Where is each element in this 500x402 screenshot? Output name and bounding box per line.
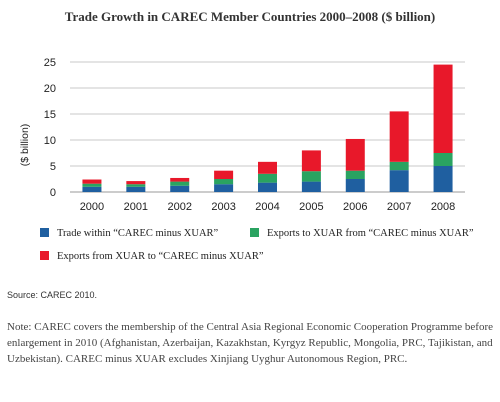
bar-segment xyxy=(389,170,409,192)
bar-segment xyxy=(345,179,365,192)
bar-segment xyxy=(301,150,321,172)
x-tick-label: 2006 xyxy=(343,201,367,213)
x-tick-label: 2002 xyxy=(167,201,191,213)
bar-segment xyxy=(345,138,365,171)
bar-segment xyxy=(170,185,190,192)
legend-item-exports-from-xuar: Exports from XUAR to “CAREC minus XUAR” xyxy=(40,251,264,262)
legend-item-exports-to-xuar: Exports to XUAR from “CAREC minus XUAR” xyxy=(250,228,474,239)
bar-segment xyxy=(433,153,453,166)
x-tick-label: 2000 xyxy=(80,201,104,213)
legend-label: Exports to XUAR from “CAREC minus XUAR” xyxy=(267,228,474,239)
bar-segment xyxy=(301,171,321,182)
y-tick-label: 15 xyxy=(44,109,56,121)
bar-segment xyxy=(433,166,453,192)
x-tick-label: 2003 xyxy=(211,201,235,213)
bar-segment xyxy=(389,111,409,162)
bar-segment xyxy=(126,184,146,187)
bar-segment xyxy=(258,182,277,192)
bar-segment xyxy=(389,161,409,171)
legend-swatch-green xyxy=(250,228,259,237)
chart-title: Trade Growth in CAREC Member Countries 2… xyxy=(64,9,436,24)
y-tick-label: 5 xyxy=(50,161,56,173)
x-tick-label: 2005 xyxy=(299,201,323,213)
legend: Trade within “CAREC minus XUAR” Exports … xyxy=(40,228,500,272)
bar-segment xyxy=(170,177,190,182)
y-tick-label: 10 xyxy=(44,135,56,147)
bar-segment xyxy=(345,170,365,179)
bar-segment xyxy=(82,183,102,187)
legend-item-trade-within: Trade within “CAREC minus XUAR” xyxy=(40,228,218,239)
bar-segment xyxy=(433,64,453,153)
bar-segment xyxy=(126,186,146,192)
y-tick-label: 25 xyxy=(44,57,56,69)
y-axis-label: ($ billion) xyxy=(19,124,31,167)
bar-segment xyxy=(214,170,234,179)
y-tick-label: 20 xyxy=(44,83,56,95)
bar-segment xyxy=(258,173,277,183)
legend-label: Exports from XUAR to “CAREC minus XUAR” xyxy=(57,251,264,262)
legend-swatch-red xyxy=(40,251,49,260)
bar-segment xyxy=(214,179,234,185)
x-tick-label: 2007 xyxy=(387,201,411,213)
bar-segment xyxy=(214,184,234,192)
bar-segment xyxy=(301,181,321,192)
bar-segment xyxy=(126,181,146,185)
y-tick-label: 0 xyxy=(50,187,56,199)
note-text: Note: CAREC covers the membership of the… xyxy=(7,321,494,365)
bar-segment xyxy=(82,186,102,192)
x-tick-label: 2008 xyxy=(431,201,455,213)
legend-label: Trade within “CAREC minus XUAR” xyxy=(57,228,219,239)
x-tick-label: 2004 xyxy=(255,201,279,213)
source-text: Source: CAREC 2010. xyxy=(7,290,98,300)
stacked-bar-chart: ($ billion) 0 5 10 15 20 25 2000 2001 2002 2003 20… xyxy=(19,57,465,213)
bar-segment xyxy=(258,161,277,174)
legend-swatch-blue xyxy=(40,228,49,237)
bar-segment xyxy=(170,181,190,186)
x-tick-label: 2001 xyxy=(124,201,148,213)
bar-segment xyxy=(82,179,102,184)
